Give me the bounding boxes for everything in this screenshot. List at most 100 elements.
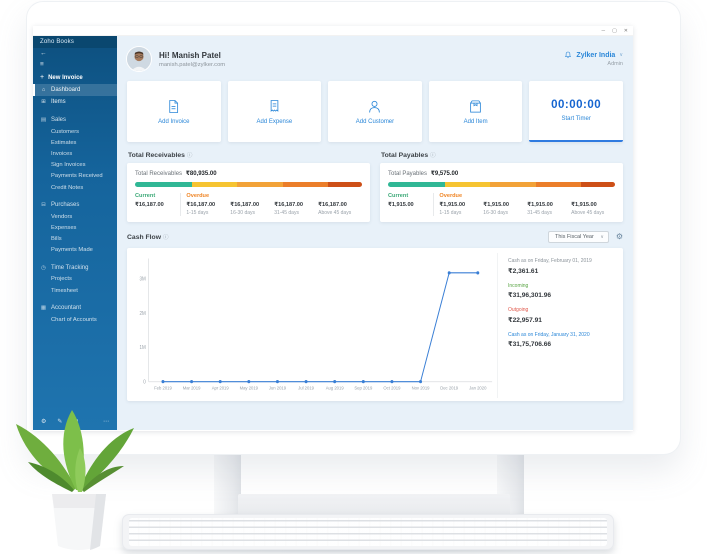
keyboard-keys [129,518,607,546]
svg-text:Mar 2019: Mar 2019 [183,385,201,390]
info-icon[interactable]: ⓘ [163,235,169,241]
add-expense-label: Add Expense [256,118,293,125]
payables-title-text: Total Payables [381,152,429,159]
aging-bucket: ₹1,915.00 1-15 days [439,199,483,216]
plant-image [16,410,134,550]
sidebar-item-credit-notes[interactable]: Credit Notes [51,184,84,191]
aging-bar-segment [282,182,328,187]
bucket-range: 31-45 days [527,210,552,216]
sidebar-item-chart-of-accounts[interactable]: Chart of Accounts [51,316,97,323]
svg-text:Aug 2019: Aug 2019 [326,385,344,390]
sidebar-item-time-tracking[interactable]: ◷ Time Tracking [33,262,117,274]
back-icon[interactable]: ← [40,50,47,57]
bucket-amount: ₹16,187.00 [186,202,216,208]
receivables-overdue: Overdue ₹16,187.00 1-15 days ₹16,187.00 [186,193,362,216]
sidebar-item-items[interactable]: ⊞ Items [33,96,117,108]
sidebar-section-label: Purchases [51,202,80,209]
sidebar-item-expenses[interactable]: Expenses [51,224,77,231]
payables-overdue: Overdue ₹1,915.00 1-15 days ₹1,915.00 [439,193,615,216]
sidebar-item-payments-received[interactable]: Payments Received [51,173,103,180]
sidebar-item-vendors[interactable]: Vendors [51,213,73,220]
sidebar-item-label: Dashboard [51,87,81,93]
add-expense-button[interactable]: Add Expense [227,81,322,142]
stat-value: ₹2,361.61 [508,267,539,275]
aging-bucket: ₹1,915.00 Above 45 days [571,199,615,216]
add-invoice-button[interactable]: Add Invoice [127,81,221,142]
sidebar-item-payments-made[interactable]: Payments Made [51,247,93,254]
fiscal-year-dropdown[interactable]: This Fiscal Year ∨ [548,231,609,243]
cart-icon: ▤ [40,117,47,123]
bucket-range: 16-30 days [483,210,509,216]
stat-closing-cash: Cash as on Friday, January 31, 2020 ₹31,… [508,332,615,349]
svg-text:1M: 1M [139,345,145,351]
svg-text:3M: 3M [139,276,145,282]
add-invoice-label: Add Invoice [158,118,190,125]
add-customer-button[interactable]: Add Customer [328,81,422,142]
greeting-text: Hi! Manish Patel [159,50,221,60]
calculator-icon: ▦ [40,305,47,312]
aging-bar-segment [444,182,491,187]
chevron-down-icon: ∨ [619,52,623,58]
gear-icon[interactable]: ⚙ [615,232,623,241]
sidebar-item-sales[interactable]: ▤ Sales [33,114,117,126]
start-timer-button[interactable]: 00:00:00 Start Timer [529,81,623,142]
svg-text:2M: 2M [139,311,145,317]
app-window: ─ ▢ ✕ Zoho Books ← ≡ + New Invoice ⌂ Das… [33,26,633,431]
current-amount: ₹16,187.00 [135,202,164,208]
menu-icon[interactable]: ≡ [40,61,44,68]
sidebar: Zoho Books ← ≡ + New Invoice ⌂ Dashboard… [33,36,117,430]
gear-icon[interactable]: ⚙ [41,419,47,425]
aging-bar-segment [237,182,283,187]
sidebar-section-label: Sales [51,117,67,123]
clock-icon: ◷ [41,264,46,271]
org-selector[interactable]: Zylker India ∨ [564,51,623,59]
user-email: manish.patel@zylker.com [159,61,226,68]
cashflow-stats: Cash as on Friday, February 01, 2019 ₹2,… [497,253,617,398]
cashflow-title-text: Cash Flow [127,234,161,241]
close-button[interactable]: ✕ [623,28,628,34]
info-icon[interactable]: ⓘ [430,153,436,159]
keyboard-image [122,514,614,550]
stat-opening-cash: Cash as on Friday, February 01, 2019 ₹2,… [508,258,615,275]
svg-text:Sep 2019: Sep 2019 [354,385,372,390]
org-name: Zylker India [576,51,616,59]
sidebar-item-timesheet[interactable]: Timesheet [51,287,78,294]
svg-text:Apr 2019: Apr 2019 [212,385,230,390]
new-invoice-button[interactable]: + New Invoice [33,70,117,84]
sidebar-item-accountant[interactable]: ▦ Accountant [33,302,117,314]
bucket-amount: ₹16,187.00 [230,202,260,208]
customer-icon [369,100,381,113]
bucket-range: 16-30 days [230,210,256,216]
info-icon[interactable]: ⓘ [186,153,193,159]
sidebar-item-customers[interactable]: Customers [51,128,80,135]
svg-text:Nov 2019: Nov 2019 [412,385,430,390]
sidebar-item-bills[interactable]: Bills [51,236,62,243]
add-item-button[interactable]: Add Item [428,81,523,142]
minimize-button[interactable]: ─ [601,28,606,34]
payables-summary: Total Payables ₹9,575.00 [388,170,615,177]
stat-value: ₹22,957.91 [508,316,542,324]
sidebar-item-projects[interactable]: Projects [51,276,72,283]
aging-bucket: ₹16,187.00 16-30 days [230,199,274,216]
sidebar-item-dashboard[interactable]: ⌂ Dashboard [33,84,117,96]
sidebar-item-sign-invoices[interactable]: Sign Invoices [51,162,86,169]
maximize-button[interactable]: ▢ [612,28,617,34]
aging-bar-segment [580,182,615,187]
aging-bar-segment [388,182,445,187]
avatar [127,47,151,71]
sidebar-item-estimates[interactable]: Estimates [51,139,77,146]
payables-title: Total Payables ⓘ [381,151,623,159]
svg-text:Feb 2019: Feb 2019 [154,385,172,390]
current-label: Current [135,193,156,199]
bell-icon[interactable] [564,51,572,59]
sidebar-item-invoices[interactable]: Invoices [51,150,73,157]
pencil-icon[interactable]: ✎ [57,419,63,425]
stat-value: ₹31,75,706.66 [508,341,552,348]
more-icon[interactable]: ⋯ [103,419,109,425]
add-customer-label: Add Customer [355,118,395,125]
stat-link[interactable]: Cash as on Friday, January 31, 2020 [508,331,590,338]
sidebar-item-purchases[interactable]: ⊟ Purchases [33,199,117,211]
payables-summary-label: Total Payables [388,171,428,177]
svg-text:Jan 2020: Jan 2020 [469,385,487,390]
stat-label: Incoming [508,282,529,289]
